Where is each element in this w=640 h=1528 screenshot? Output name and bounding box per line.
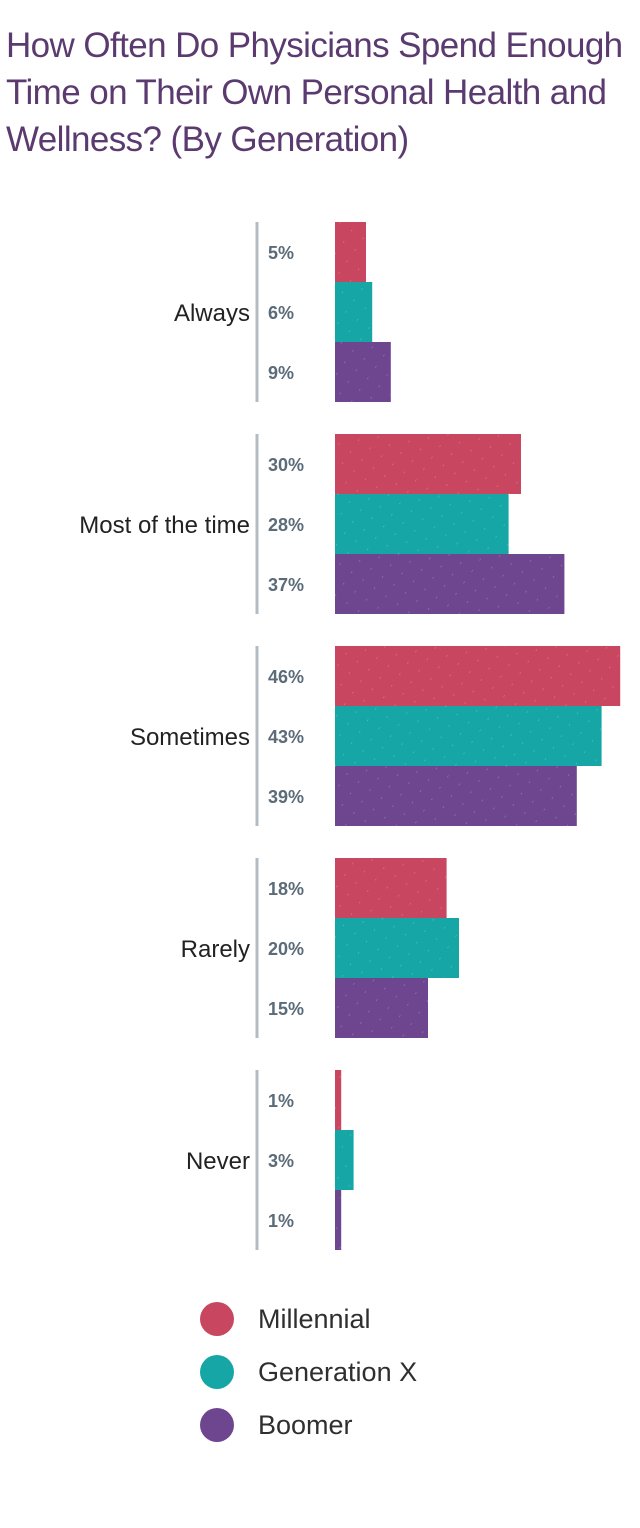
bar-texture	[335, 222, 366, 282]
category-label: Always	[174, 300, 250, 327]
bar-texture	[335, 494, 509, 554]
category-group-rarely: Rarely 18% 20% 15%	[181, 858, 459, 1038]
legend-item: Generation X	[200, 1355, 417, 1389]
data-label: 30%	[268, 455, 304, 475]
bar-chart: Always 5% 6% 9% Most of the time 30% 28% 37% Som…	[79, 222, 621, 1250]
data-label: 43%	[268, 727, 304, 747]
category-label: Never	[186, 1148, 250, 1175]
data-label: 1%	[268, 1211, 294, 1231]
bar-texture	[335, 282, 373, 342]
legend: Millennial Generation X Boomer	[200, 1302, 417, 1461]
data-label: 3%	[268, 1151, 294, 1171]
legend-label: Generation X	[258, 1356, 418, 1387]
category-label: Most of the time	[79, 512, 250, 539]
bar-texture	[335, 858, 447, 918]
data-label: 6%	[268, 303, 294, 323]
legend-swatch	[200, 1408, 234, 1442]
bar-texture	[335, 766, 577, 826]
bar-texture	[335, 554, 565, 614]
category-label: Sometimes	[130, 724, 250, 751]
data-label: 37%	[268, 575, 304, 595]
bar-texture	[335, 434, 521, 494]
data-label: 28%	[268, 515, 304, 535]
bar-texture	[335, 978, 428, 1038]
data-label: 46%	[268, 667, 304, 687]
legend-label: Boomer	[258, 1409, 353, 1440]
category-group-sometimes: Sometimes 46% 43% 39%	[130, 646, 621, 826]
chart-groups: Always 5% 6% 9% Most of the time 30% 28% 37% Som…	[79, 222, 621, 1250]
data-label: 5%	[268, 243, 294, 263]
bar-texture	[335, 918, 459, 978]
bar-texture	[335, 1190, 342, 1250]
legend-label: Millennial	[258, 1303, 371, 1334]
bar-texture	[335, 706, 602, 766]
data-label: 9%	[268, 363, 294, 383]
category-group-always: Always 5% 6% 9%	[174, 222, 391, 402]
bar-texture	[335, 646, 621, 706]
category-group-most-of-the-time: Most of the time 30% 28% 37%	[79, 434, 565, 614]
bar-texture	[335, 1070, 342, 1130]
data-label: 15%	[268, 999, 304, 1019]
legend-item: Boomer	[200, 1408, 417, 1442]
chart-title: How Often Do Physicians Spend Enough Tim…	[6, 26, 623, 159]
data-label: 1%	[268, 1091, 294, 1111]
bar-texture	[335, 1130, 354, 1190]
category-label: Rarely	[181, 936, 250, 963]
legend-item: Millennial	[200, 1302, 417, 1336]
data-label: 20%	[268, 939, 304, 959]
data-label: 18%	[268, 879, 304, 899]
bar-texture	[335, 342, 391, 402]
category-group-never: Never 1% 3% 1%	[186, 1070, 354, 1250]
data-label: 39%	[268, 787, 304, 807]
legend-swatch	[200, 1355, 234, 1389]
legend-swatch	[200, 1302, 234, 1336]
